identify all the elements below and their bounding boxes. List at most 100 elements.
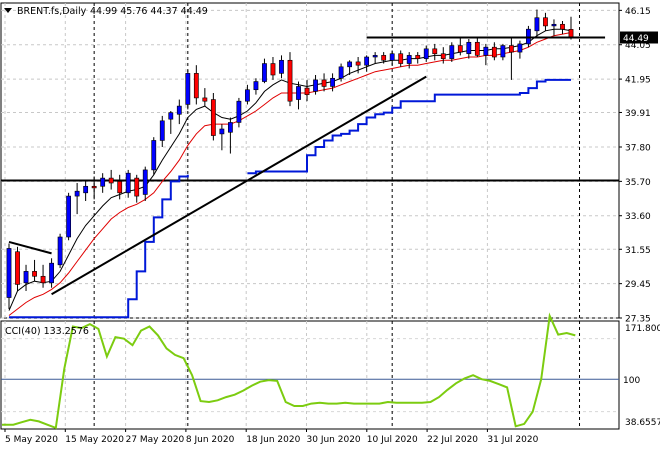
candle-bullish xyxy=(347,61,353,68)
candle-bullish xyxy=(483,46,489,56)
current-price-label: 44.49 xyxy=(623,34,649,44)
candle-bullish xyxy=(406,55,412,64)
candle-bearish xyxy=(321,79,327,87)
time-tick-label: 15 May 2020 xyxy=(65,435,124,445)
price-tick-label: 31.55 xyxy=(625,246,651,256)
candle-bearish xyxy=(381,55,387,61)
candle-bullish xyxy=(466,41,472,55)
price-tick-label: 35.70 xyxy=(625,178,651,188)
time-tick-label: 22 Jul 2020 xyxy=(427,435,478,445)
symbol-label: BRENT.fs,Daily xyxy=(17,6,87,17)
time-tick-label: 27 May 2020 xyxy=(126,435,185,445)
candle-bearish xyxy=(193,73,199,99)
candle-bearish xyxy=(457,45,463,53)
candle-bullish xyxy=(364,56,370,66)
candle-bullish xyxy=(423,48,429,59)
candle-bullish xyxy=(66,195,72,238)
symbol-menu-icon[interactable] xyxy=(4,8,12,13)
candle-bullish xyxy=(330,77,335,87)
candle-bullish xyxy=(57,236,63,266)
candle-bearish xyxy=(210,99,216,136)
candle-bearish xyxy=(117,181,123,194)
candle-bearish xyxy=(270,63,276,76)
candle-bullish xyxy=(49,262,54,284)
candle-bearish xyxy=(432,48,438,55)
candle-bullish xyxy=(245,89,250,102)
time-tick-label: 18 Jun 2020 xyxy=(246,435,300,445)
candle-bearish xyxy=(508,45,514,53)
blue-step-line xyxy=(9,78,571,319)
candle-bullish xyxy=(142,169,148,195)
candle-bearish xyxy=(32,271,37,277)
candle-bullish xyxy=(389,53,395,61)
trendline xyxy=(51,75,427,296)
candle-bearish xyxy=(202,97,208,102)
cci-scale-top: 171.8007 xyxy=(625,324,660,334)
candle-bullish xyxy=(176,105,182,115)
candle-bullish xyxy=(338,66,344,79)
candle-bullish xyxy=(74,190,80,197)
cci-line xyxy=(2,312,576,430)
cci-scale-bottom: 38.6557 xyxy=(625,418,660,428)
candle-bearish xyxy=(474,41,480,56)
candle-bullish xyxy=(279,59,284,74)
candle-bearish xyxy=(40,275,46,284)
candle-bullish xyxy=(219,128,225,135)
candle-bullish xyxy=(551,23,557,27)
time-axis: 5 May 2020 15 May 2020 27 May 2020 8 Jun 20… xyxy=(4,429,539,445)
candles xyxy=(6,9,574,309)
candle-bearish xyxy=(560,23,565,30)
current-price-badge: 44.49 xyxy=(620,31,658,44)
candle-bearish xyxy=(543,17,548,27)
candle-bullish xyxy=(372,55,378,58)
candle-bearish xyxy=(355,61,361,66)
price-tick-label: 27.35 xyxy=(625,315,651,325)
candle-bullish xyxy=(23,271,29,284)
candle-bullish xyxy=(500,45,506,58)
candle-bullish xyxy=(262,63,267,82)
header: BRENT.fs,Daily 44.99 45.76 44.37 44.49 xyxy=(4,6,208,17)
cci-indicator-label: CCI(40) 133.2576 xyxy=(5,326,89,337)
time-tick-label: 5 May 2020 xyxy=(5,435,58,445)
candle-bullish xyxy=(151,140,157,171)
time-tick-label: 30 Jun 2020 xyxy=(307,435,361,445)
cci-scale-mid: 100 xyxy=(623,376,640,386)
candle-bullish xyxy=(125,172,131,194)
candle-bearish xyxy=(287,59,293,102)
price-tick-label: 37.80 xyxy=(625,144,651,154)
candle-bearish xyxy=(15,251,20,285)
candle-bearish xyxy=(491,46,497,58)
candle-bullish xyxy=(83,185,89,194)
candle-bullish xyxy=(100,177,106,187)
candle-bearish xyxy=(304,87,310,95)
price-axis: 46.15 44.05 41.95 39.91 37.80 35.70 33.60 31.55… xyxy=(619,7,651,325)
candle-bearish xyxy=(440,53,446,59)
price-tick-label: 44.05 xyxy=(625,41,651,51)
candle-bullish xyxy=(236,100,242,123)
trendline xyxy=(8,240,52,255)
price-tick-label: 46.15 xyxy=(625,7,651,17)
price-tick-label: 29.45 xyxy=(625,280,651,290)
candle-bearish xyxy=(108,177,114,184)
candle-bullish xyxy=(168,112,174,120)
candle-bearish xyxy=(134,177,140,197)
candle-bullish xyxy=(517,43,523,53)
cci-panel xyxy=(1,312,619,430)
candle-bullish xyxy=(449,45,455,59)
candle-bullish xyxy=(6,248,12,298)
time-tick-label: 8 Jun 2020 xyxy=(186,435,235,445)
candle-bullish xyxy=(253,81,259,91)
candle-bearish xyxy=(415,55,421,59)
candle-bullish xyxy=(313,79,318,92)
time-tick-label: 10 Jul 2020 xyxy=(367,435,418,445)
price-tick-label: 33.60 xyxy=(625,212,651,222)
price-tick-label: 39.91 xyxy=(625,109,651,119)
candle-bearish xyxy=(91,185,97,189)
candle-bullish xyxy=(534,17,540,32)
candle-bullish xyxy=(159,120,165,141)
trendlines xyxy=(8,36,606,296)
candle-bullish xyxy=(296,86,301,100)
vertical-marks xyxy=(93,3,581,429)
candle-bullish xyxy=(185,73,191,105)
